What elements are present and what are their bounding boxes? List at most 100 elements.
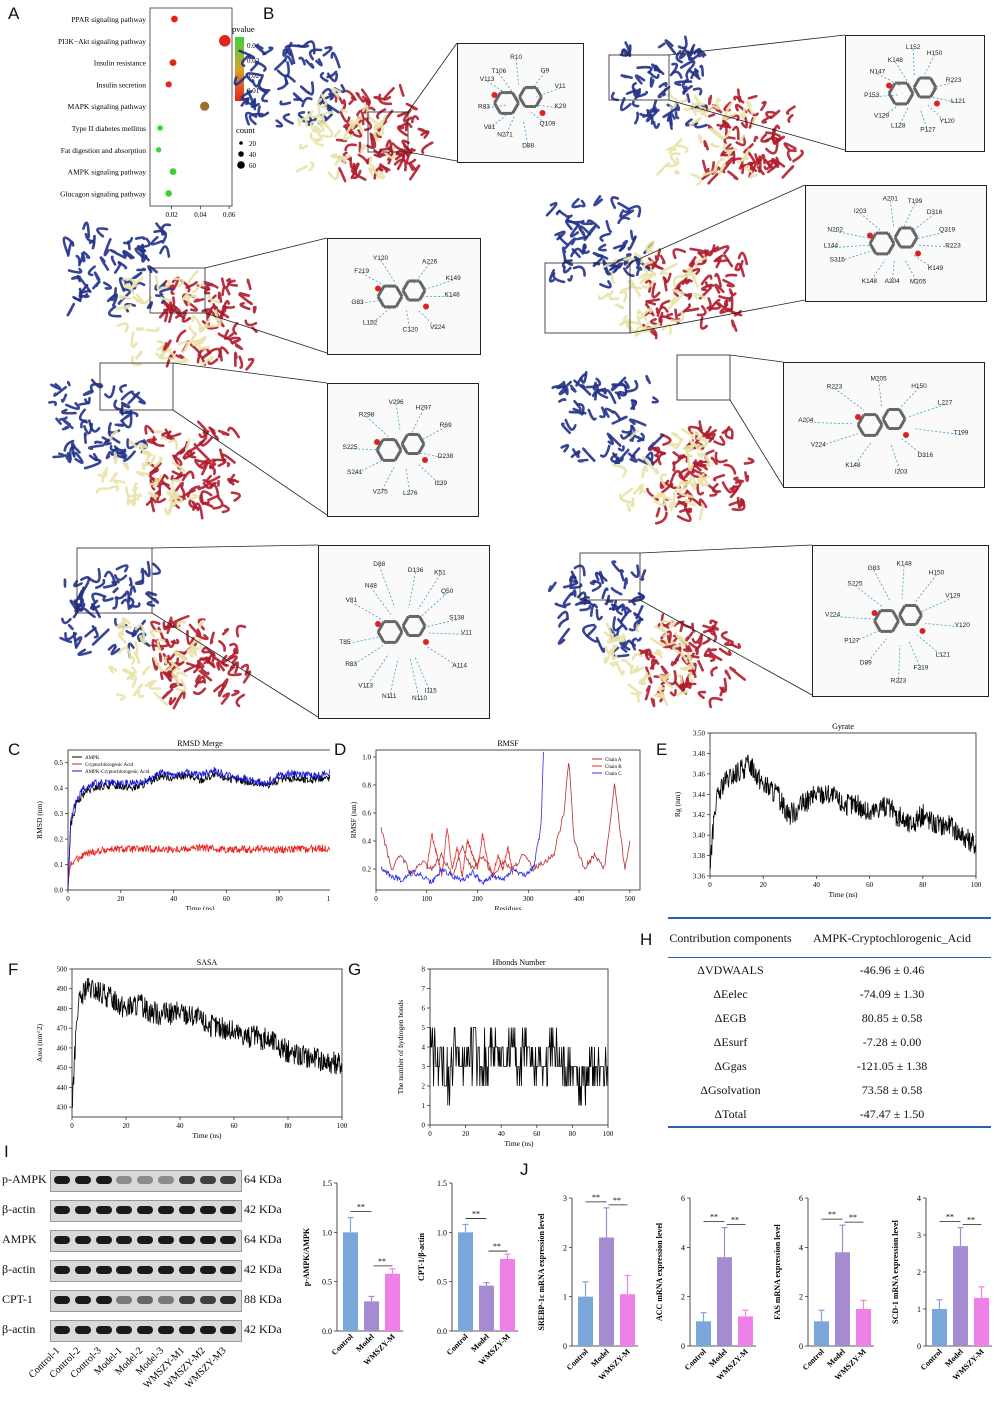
protein-ribbon (233, 691, 239, 695)
protein-ribbon (570, 577, 574, 580)
ligand-oxygen-atom (422, 457, 428, 463)
y-tick-label: 1 (917, 1305, 921, 1314)
protein-ribbon (597, 638, 604, 651)
protein-ribbon (297, 166, 306, 171)
y-axis-label: p-AMPK/AMPK (302, 1227, 311, 1286)
y-tick-label: 1.5 (437, 1179, 447, 1188)
bar (738, 1316, 753, 1346)
protein-ribbon (587, 379, 600, 387)
protein-ribbon (674, 462, 675, 470)
residue-label: L144 (824, 243, 839, 250)
residue-label: T199 (954, 430, 969, 437)
x-tick-label: 0 (374, 895, 378, 903)
interaction-line (890, 201, 893, 227)
protein-ribbon (660, 83, 666, 86)
x-axis-label: Time (ns) (828, 890, 858, 899)
table-row: ΔEelec-74.09 ± 1.30 (668, 982, 991, 1006)
blot-band (179, 1236, 195, 1244)
protein-ribbon (219, 641, 224, 650)
category-label: Control (445, 1332, 471, 1358)
protein-ribbon (622, 75, 632, 77)
ligand-oxygen-atom (872, 610, 878, 616)
residue-label: I239 (435, 480, 448, 487)
protein-ribbon (122, 392, 133, 400)
protein-ribbon (721, 123, 727, 135)
blot-band (200, 1206, 216, 1214)
protein-ribbon (315, 141, 323, 146)
blot-band (116, 1326, 132, 1334)
y-tick-label: 490 (57, 985, 68, 993)
bar (696, 1321, 711, 1346)
blot-band (75, 1266, 91, 1274)
protein-ribbon (214, 685, 223, 691)
residue-label: S138 (449, 615, 465, 622)
blot-band (220, 1296, 236, 1304)
table-row: ΔEsurf-7.28 ± 0.00 (668, 1030, 991, 1054)
ligand-bond (895, 228, 901, 238)
protein-ribbon (316, 60, 321, 66)
ligand-bond (402, 434, 408, 444)
protein-ribbon (342, 110, 347, 112)
interaction-line (414, 264, 429, 284)
protein-ribbon (137, 472, 148, 476)
protein-ribbon (117, 565, 127, 571)
ligand-bond (403, 281, 409, 291)
y-tick-label: 0.0 (322, 1327, 332, 1336)
protein-ribbon (214, 499, 223, 509)
significance-marker: ** (378, 1257, 386, 1266)
protein-ribbon (172, 480, 180, 483)
protein-ribbon (89, 267, 95, 275)
y-tick-label: 8 (422, 966, 426, 974)
protein-ribbon (412, 116, 418, 122)
protein-ribbon (705, 141, 708, 149)
blot-kda: 42 KDa (244, 1202, 282, 1217)
residue-label: V296 (388, 399, 404, 406)
x-tick-label: 100 (422, 895, 433, 903)
protein-ribbon (130, 579, 131, 585)
zoom-connector-line (152, 545, 318, 548)
protein-ribbon (714, 475, 724, 480)
protein-ribbon (642, 571, 645, 580)
protein-ribbon (120, 385, 125, 391)
protein-ribbon (665, 278, 667, 290)
residue-label: Y120 (939, 118, 955, 125)
blot-band (54, 1326, 70, 1334)
y-tick-label: 0.5 (437, 1278, 447, 1287)
protein-ribbon (177, 356, 184, 359)
residue-label: T199 (908, 198, 923, 205)
protein-ribbon (564, 594, 571, 606)
blot-label: β-actin (2, 1262, 35, 1277)
residue-label: T106 (491, 68, 506, 75)
x-tick-label: 40 (177, 1122, 185, 1130)
protein-ribbon (51, 384, 60, 389)
interaction-line (411, 409, 423, 433)
protein-ribbon (167, 355, 173, 366)
x-tick-label: 20 (123, 1122, 131, 1130)
protein-ribbon (152, 237, 162, 244)
protein-ribbon (254, 99, 255, 109)
interaction-line (915, 575, 937, 603)
residue-label: V224 (825, 611, 841, 618)
protein-ribbon (306, 61, 313, 68)
residue-label: L121 (951, 98, 966, 105)
protein-ribbon (310, 163, 314, 170)
protein-ribbon (110, 667, 116, 673)
protein-ribbon (599, 245, 606, 250)
y-tick-label: 500 (57, 966, 68, 974)
significance-marker: ** (592, 1193, 600, 1202)
blot-strip (50, 1290, 242, 1312)
residue-label: M205 (871, 375, 888, 382)
protein-ribbon (138, 495, 141, 500)
y-tick-label: 1.0 (362, 754, 371, 762)
protein-ribbon (680, 98, 686, 102)
interaction-line (379, 566, 394, 606)
protein-ribbon (233, 340, 240, 344)
protein-ribbon (351, 158, 354, 168)
protein-ribbon (229, 281, 237, 286)
x-tick-label: 80 (919, 881, 927, 889)
protein-ribbon (135, 642, 137, 654)
